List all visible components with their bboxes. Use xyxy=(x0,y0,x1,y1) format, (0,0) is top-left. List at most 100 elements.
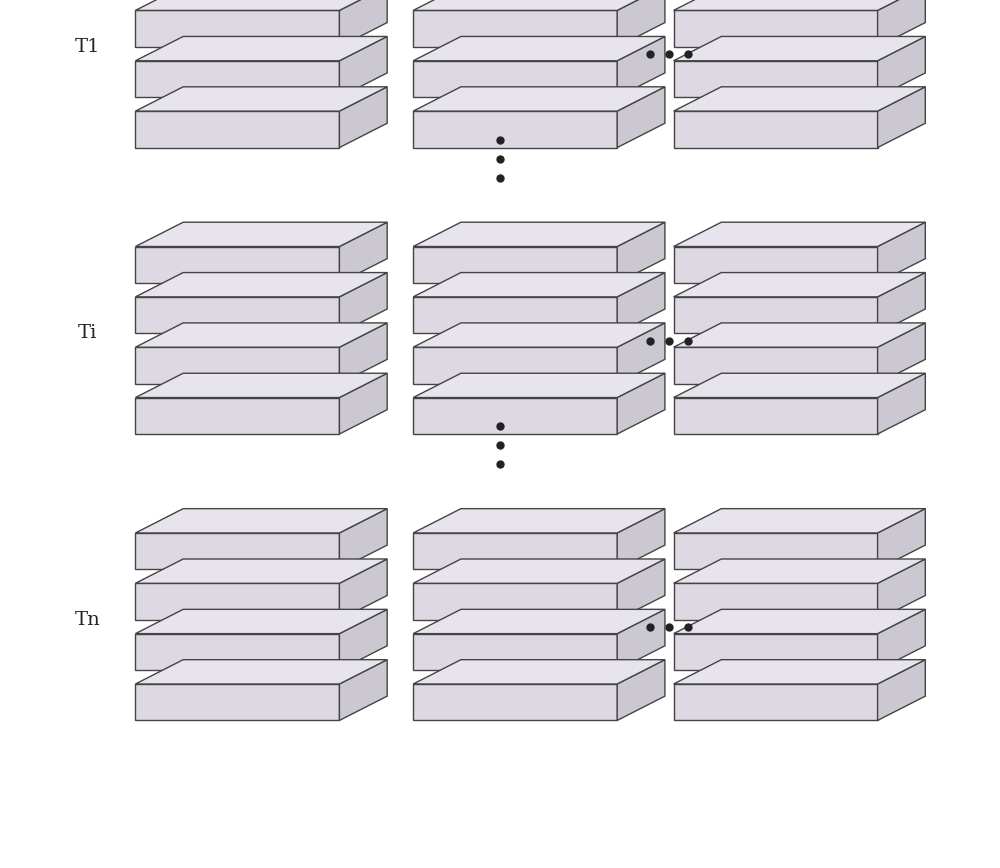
Polygon shape xyxy=(135,273,387,297)
Polygon shape xyxy=(135,0,387,10)
Polygon shape xyxy=(617,373,665,434)
Polygon shape xyxy=(413,634,617,670)
Polygon shape xyxy=(135,36,387,61)
Polygon shape xyxy=(413,609,665,634)
Polygon shape xyxy=(413,533,617,569)
Polygon shape xyxy=(674,61,878,97)
Polygon shape xyxy=(135,297,339,333)
Polygon shape xyxy=(617,609,665,670)
Polygon shape xyxy=(339,222,387,283)
Polygon shape xyxy=(878,660,925,720)
Polygon shape xyxy=(135,61,339,97)
Polygon shape xyxy=(135,373,387,398)
Polygon shape xyxy=(413,323,665,347)
Polygon shape xyxy=(135,559,387,583)
Polygon shape xyxy=(135,323,387,347)
Polygon shape xyxy=(617,87,665,148)
Polygon shape xyxy=(878,87,925,148)
Polygon shape xyxy=(413,36,665,61)
Polygon shape xyxy=(674,222,925,247)
Polygon shape xyxy=(135,398,339,434)
Polygon shape xyxy=(617,323,665,384)
Polygon shape xyxy=(339,660,387,720)
Polygon shape xyxy=(413,247,617,283)
Polygon shape xyxy=(413,559,665,583)
Polygon shape xyxy=(339,36,387,97)
Polygon shape xyxy=(617,559,665,620)
Polygon shape xyxy=(339,559,387,620)
Polygon shape xyxy=(674,509,925,533)
Polygon shape xyxy=(617,273,665,333)
Polygon shape xyxy=(413,373,665,398)
Polygon shape xyxy=(617,660,665,720)
Polygon shape xyxy=(413,10,617,47)
Polygon shape xyxy=(878,36,925,97)
Polygon shape xyxy=(135,10,339,47)
Polygon shape xyxy=(878,559,925,620)
Polygon shape xyxy=(674,684,878,720)
Polygon shape xyxy=(617,0,665,47)
Polygon shape xyxy=(135,222,387,247)
Polygon shape xyxy=(339,373,387,434)
Polygon shape xyxy=(135,634,339,670)
Polygon shape xyxy=(674,559,925,583)
Polygon shape xyxy=(674,398,878,434)
Polygon shape xyxy=(878,273,925,333)
Polygon shape xyxy=(617,509,665,569)
Polygon shape xyxy=(674,247,878,283)
Polygon shape xyxy=(339,0,387,47)
Polygon shape xyxy=(413,0,665,10)
Polygon shape xyxy=(674,347,878,384)
Polygon shape xyxy=(413,297,617,333)
Polygon shape xyxy=(339,87,387,148)
Polygon shape xyxy=(878,222,925,283)
Polygon shape xyxy=(674,273,925,297)
Polygon shape xyxy=(135,583,339,620)
Polygon shape xyxy=(413,684,617,720)
Polygon shape xyxy=(135,533,339,569)
Polygon shape xyxy=(674,634,878,670)
Polygon shape xyxy=(339,323,387,384)
Polygon shape xyxy=(135,660,387,684)
Polygon shape xyxy=(674,323,925,347)
Polygon shape xyxy=(413,509,665,533)
Polygon shape xyxy=(339,609,387,670)
Polygon shape xyxy=(413,273,665,297)
Polygon shape xyxy=(135,347,339,384)
Polygon shape xyxy=(413,398,617,434)
Polygon shape xyxy=(878,373,925,434)
Polygon shape xyxy=(135,87,387,111)
Polygon shape xyxy=(878,609,925,670)
Polygon shape xyxy=(135,247,339,283)
Polygon shape xyxy=(413,111,617,148)
Text: Ti: Ti xyxy=(78,325,97,342)
Polygon shape xyxy=(674,533,878,569)
Polygon shape xyxy=(674,10,878,47)
Polygon shape xyxy=(413,583,617,620)
Polygon shape xyxy=(674,297,878,333)
Polygon shape xyxy=(413,222,665,247)
Text: Tn: Tn xyxy=(75,611,101,628)
Polygon shape xyxy=(674,660,925,684)
Polygon shape xyxy=(674,373,925,398)
Polygon shape xyxy=(135,609,387,634)
Polygon shape xyxy=(135,509,387,533)
Polygon shape xyxy=(339,273,387,333)
Text: T1: T1 xyxy=(75,38,100,56)
Polygon shape xyxy=(674,0,925,10)
Polygon shape xyxy=(674,87,925,111)
Polygon shape xyxy=(878,509,925,569)
Polygon shape xyxy=(617,222,665,283)
Polygon shape xyxy=(135,111,339,148)
Polygon shape xyxy=(878,0,925,47)
Polygon shape xyxy=(674,609,925,634)
Polygon shape xyxy=(674,36,925,61)
Polygon shape xyxy=(413,87,665,111)
Polygon shape xyxy=(674,583,878,620)
Polygon shape xyxy=(339,509,387,569)
Polygon shape xyxy=(413,61,617,97)
Polygon shape xyxy=(878,323,925,384)
Polygon shape xyxy=(413,347,617,384)
Polygon shape xyxy=(617,36,665,97)
Polygon shape xyxy=(674,111,878,148)
